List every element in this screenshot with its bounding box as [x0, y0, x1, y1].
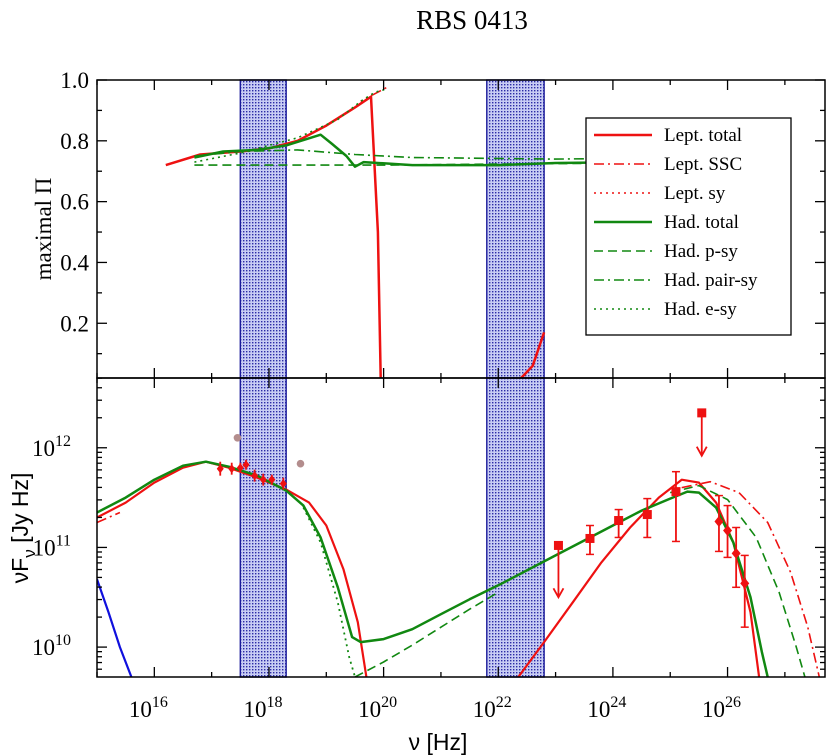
top-ytick-label: 1.0 [60, 68, 89, 93]
data-point [228, 462, 236, 475]
upper-limit-point [552, 540, 565, 600]
sed-had_total-line [97, 460, 769, 677]
bottom-ytick-label: 1010 [32, 632, 71, 660]
sed-had_esy-line [302, 507, 356, 677]
xtick-label: 1022 [473, 694, 512, 722]
sed-lept_ssc-line [97, 511, 121, 524]
sed-lept_total-line [97, 460, 368, 677]
tick-labels: 0.2 0.4 0.6 0.8 1.0 1016 1018 1020 1022 1024 1026 1… [32, 68, 741, 722]
ghost-point [296, 459, 305, 468]
data-point [585, 524, 595, 556]
xtick-label: 1016 [129, 694, 168, 722]
data-point [216, 461, 224, 476]
top-ytick-label: 0.4 [60, 250, 89, 275]
axes [96, 79, 826, 678]
polarization-curves [165, 85, 694, 378]
sed-lept_ssc-line [681, 480, 821, 677]
legend-label-had_esy: Had. e-sy [664, 299, 737, 320]
chart-title: RBS 0413 [416, 5, 528, 35]
legend-label-lept_ssc: Lept. SSC [664, 154, 742, 175]
data-point [251, 469, 259, 482]
sed-lept_total-line [517, 478, 761, 677]
top-band-1 [239, 79, 287, 379]
bottom-ylabel: νFν [Jy Hz] [7, 473, 39, 584]
data-point [236, 462, 244, 473]
legend-label-had_total: Had. total [664, 212, 739, 233]
data-point [671, 470, 681, 543]
pol-had_pairsy-line [194, 149, 694, 160]
top-band-2 [486, 79, 545, 379]
legend-label-lept_total: Lept. total [664, 125, 742, 146]
legend-label-had_psy: Had. p-sy [664, 241, 738, 262]
xtick-label: 1018 [243, 694, 282, 722]
top-ytick-label: 0.6 [60, 190, 89, 215]
xtick-label: 1024 [587, 694, 626, 722]
xtick-label: 1026 [702, 694, 741, 722]
sed-had_psy-line [670, 484, 806, 677]
data-point [268, 474, 276, 485]
data-point [714, 494, 724, 553]
data-point [642, 497, 652, 539]
bottom-ytick-label: 1012 [32, 433, 71, 461]
bottom-ytick-label: 1011 [33, 532, 71, 560]
ghost-point [233, 434, 242, 442]
sed-low_freq-line [97, 578, 133, 677]
bottom-band-2 [486, 377, 545, 678]
data-point [614, 508, 624, 539]
top-ylabel: maximal Π [31, 178, 56, 281]
sed-curves [97, 460, 821, 677]
legend-label-lept_sy: Lept. sy [664, 183, 726, 204]
top-ytick-label: 0.8 [60, 129, 89, 154]
data-point [279, 477, 287, 490]
x-axis-label: ν [Hz] [409, 729, 468, 755]
xtick-label: 1020 [358, 694, 397, 722]
top-ytick-label: 0.2 [60, 311, 89, 336]
pol-had_esy-line [194, 88, 387, 163]
data-point [259, 473, 267, 486]
data-point [723, 504, 733, 559]
bottom-band-1 [239, 377, 287, 678]
energy-bands-top [239, 79, 545, 379]
pol-lept_sy-line [360, 94, 373, 103]
data-point [242, 459, 250, 470]
pol-lept_total-line [520, 331, 546, 378]
legend-label-had_pairsy: Had. pair-sy [664, 270, 758, 291]
energy-bands-bottom [239, 377, 545, 678]
data-point [731, 526, 741, 589]
bottom-panel-frame [96, 377, 826, 678]
legend-box [585, 117, 792, 336]
sed-had_psy-line [354, 591, 499, 677]
sed-observations [216, 408, 750, 628]
legend: Lept. total Lept. SSC Lept. sy Had. total Ha… [585, 117, 792, 336]
upper-limit-point [695, 408, 708, 458]
data-point [740, 554, 750, 628]
pol-lept_ssc-line [371, 85, 390, 96]
